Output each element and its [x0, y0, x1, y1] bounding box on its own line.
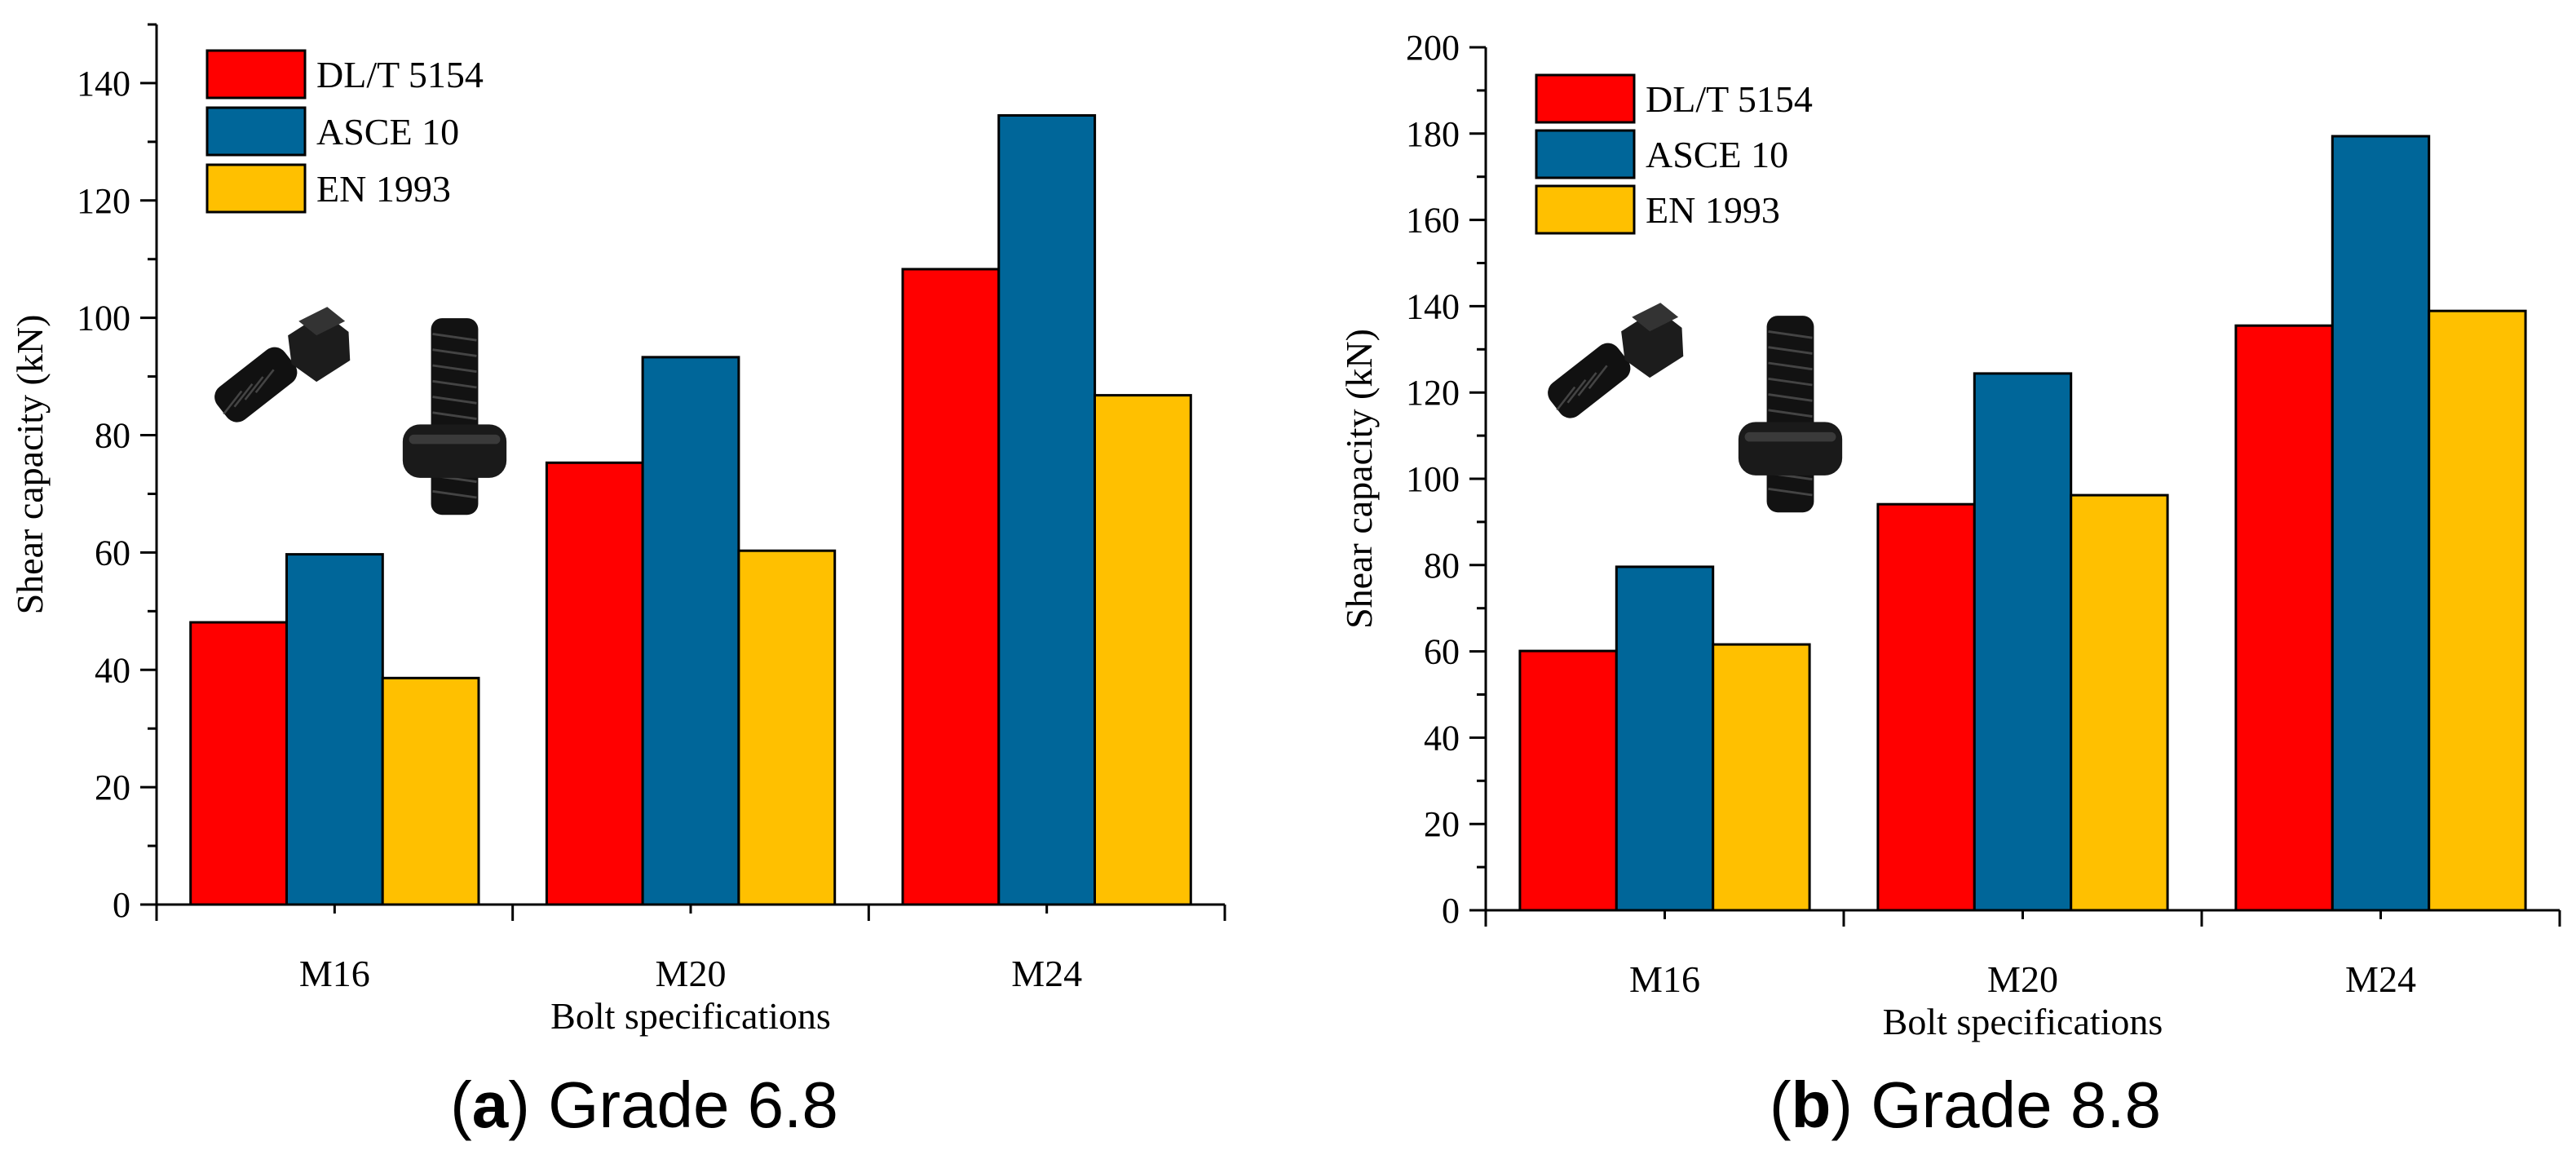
chart-b-bar-M16-series-2 [1615, 565, 1715, 912]
chart-b-y-tick-label: 160 [1406, 201, 1460, 241]
chart-a-x-axis-title: Bolt specifications [550, 995, 831, 1037]
chart-a-legend-label-3: EN 1993 [316, 168, 451, 210]
chart-a-bolt-icon-1 [208, 305, 351, 429]
chart-b-y-tick-label: 120 [1406, 373, 1460, 413]
chart-a-y-tick-label: 60 [95, 533, 130, 573]
chart-b-y-tick-label: 100 [1406, 459, 1460, 499]
chart-a-bar-M16-series-1 [189, 621, 288, 906]
chart-a-bar-M24-series-3 [1094, 394, 1192, 906]
chart-a-x-tick-label: M20 [656, 953, 727, 994]
caption-a: (a) Grade 6.8 [450, 1068, 838, 1141]
chart-b-legend-label-1: DL/T 5154 [1646, 78, 1813, 120]
chart-b-legend-swatch-1 [1535, 73, 1636, 124]
chart-b-bar-M16-series-3 [1712, 643, 1811, 912]
chart-a-bar-M20-series-3 [737, 549, 837, 906]
chart-b-bar-M20-series-1 [1876, 502, 1976, 912]
chart-a-y-tick-label: 40 [95, 650, 130, 690]
chart-b-y-tick-label: 200 [1406, 28, 1460, 68]
chart-a-y-tick-label: 100 [77, 299, 130, 338]
chart-a-y-tick-label: 80 [95, 416, 130, 456]
chart-b-bar-M24-series-1 [2234, 324, 2334, 912]
chart-a-bar-M20-series-1 [545, 461, 644, 906]
chart-a-legend-swatch-2 [205, 106, 307, 157]
chart-a: 0 20 40 60 80 100 120 140 M16 M20 M24 Bolt specific… [9, 23, 1226, 1037]
chart-a-bar-M16-series-3 [381, 676, 480, 906]
chart-a-bar-M20-series-2 [641, 356, 740, 906]
chart-a-y-tick-label: 120 [77, 181, 130, 221]
chart-b-y-tick-label: 40 [1424, 718, 1460, 758]
chart-a-bolt-icon-2 [401, 316, 508, 516]
chart-b-x-tick-label: M16 [1629, 958, 1700, 1000]
chart-a-y-tick-label: 0 [113, 885, 130, 925]
chart-a-y-axis-title: Shear capacity (kN) [9, 315, 51, 615]
chart-a-x-tick-label: M16 [299, 953, 370, 994]
chart-b-y-tick-label: 60 [1424, 632, 1460, 672]
caption-b: (b) Grade 8.8 [1769, 1068, 2162, 1141]
chart-a-legend-label-2: ASCE 10 [316, 111, 459, 153]
caption-b-letter: b [1791, 1068, 1831, 1141]
chart-a-legend-swatch-3 [205, 163, 307, 214]
chart-b-x-axis-title: Bolt specifications [1883, 1001, 2163, 1042]
chart-b-bolt-icon-1 [1541, 301, 1685, 425]
chart-b-bolt-icon-2 [1737, 314, 1844, 514]
caption-b-text: Grade 8.8 [1871, 1068, 2162, 1141]
chart-b-x-tick-label: M24 [2345, 958, 2416, 1000]
chart-b-bar-M24-series-3 [2428, 309, 2527, 912]
chart-b-bar-M24-series-2 [2331, 135, 2431, 912]
chart-b-y-tick-label: 140 [1406, 286, 1460, 326]
chart-a-bar-M24-series-1 [901, 268, 1001, 906]
chart-a-x-tick-label: M24 [1011, 953, 1082, 994]
chart-b-legend-label-2: ASCE 10 [1646, 134, 1788, 175]
chart-b: 0 20 40 60 80 100 120 140 160 180 200 M16 M20 M24 Bolt… [1338, 28, 2561, 1042]
chart-a-legend-swatch-1 [205, 49, 307, 100]
chart-b-y-tick-label: 80 [1424, 546, 1460, 586]
caption-a-letter: a [471, 1068, 509, 1141]
chart-a-y-tick-label: 140 [77, 64, 130, 104]
chart-b-bar-M20-series-2 [1973, 372, 2073, 912]
chart-b-legend-label-3: EN 1993 [1646, 189, 1780, 231]
chart-b-bar-M20-series-3 [2070, 493, 2169, 912]
chart-a-bar-M16-series-2 [285, 553, 384, 906]
chart-b-y-tick-label: 0 [1442, 891, 1460, 931]
chart-b-x-tick-label: M20 [1987, 958, 2058, 1000]
chart-a-y-tick-label: 20 [95, 768, 130, 807]
caption-a-text: Grade 6.8 [548, 1068, 838, 1141]
chart-a-bar-M24-series-2 [997, 114, 1097, 906]
chart-b-bar-M16-series-1 [1518, 649, 1618, 912]
chart-a-legend-label-1: DL/T 5154 [316, 54, 484, 95]
chart-b-y-tick-label: 20 [1424, 804, 1460, 844]
chart-b-y-tick-label: 180 [1406, 114, 1460, 154]
chart-b-legend-swatch-2 [1535, 129, 1636, 179]
chart-b-legend-swatch-3 [1535, 184, 1636, 235]
chart-b-y-axis-title: Shear capacity (kN) [1338, 329, 1380, 629]
